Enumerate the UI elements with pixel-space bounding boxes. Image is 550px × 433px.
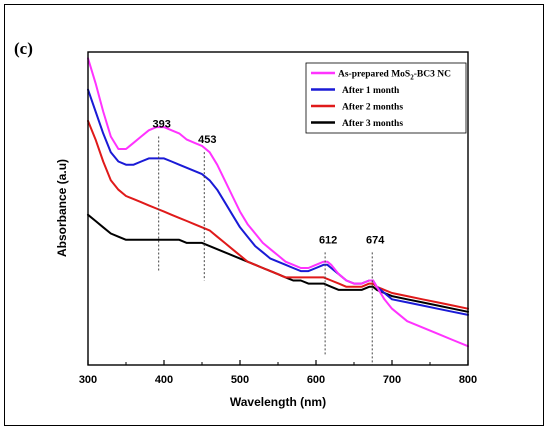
x-tick-label-800: 800 [459, 374, 477, 386]
x-tick-label-500: 500 [231, 374, 249, 386]
annotation-layer: 393 453 612 674 [153, 119, 385, 365]
legend-label-2: After 1 month [342, 86, 400, 96]
peak-label-393: 393 [153, 119, 171, 131]
peak-label-674: 674 [366, 234, 385, 246]
x-tick-label-300: 300 [79, 374, 97, 386]
x-tick-label-400: 400 [155, 374, 173, 386]
legend-label-3: After 2 months [342, 103, 403, 113]
x-axis-title: Wavelength (nm) [230, 395, 326, 409]
series-line-1 [87, 57, 469, 348]
peak-label-612: 612 [319, 234, 337, 246]
y-axis-title: Absorbance (a.u) [55, 159, 69, 257]
x-tick-label-600: 600 [307, 374, 325, 386]
series-line-3 [87, 119, 469, 310]
legend: As-prepared MoS2-BC3 NC After 1 month Afte… [305, 62, 467, 134]
figure-frame [4, 4, 544, 426]
legend-label-4: After 3 months [342, 119, 403, 129]
x-tick-label-700: 700 [383, 374, 401, 386]
x-axis-ticks: 300 400 500 600 700 800 [79, 360, 477, 386]
panel-label: (c) [14, 39, 33, 58]
peak-label-453: 453 [198, 134, 216, 146]
legend-label-1: As-prepared MoS2-BC3 NC [338, 70, 451, 82]
series-layer [87, 57, 469, 348]
